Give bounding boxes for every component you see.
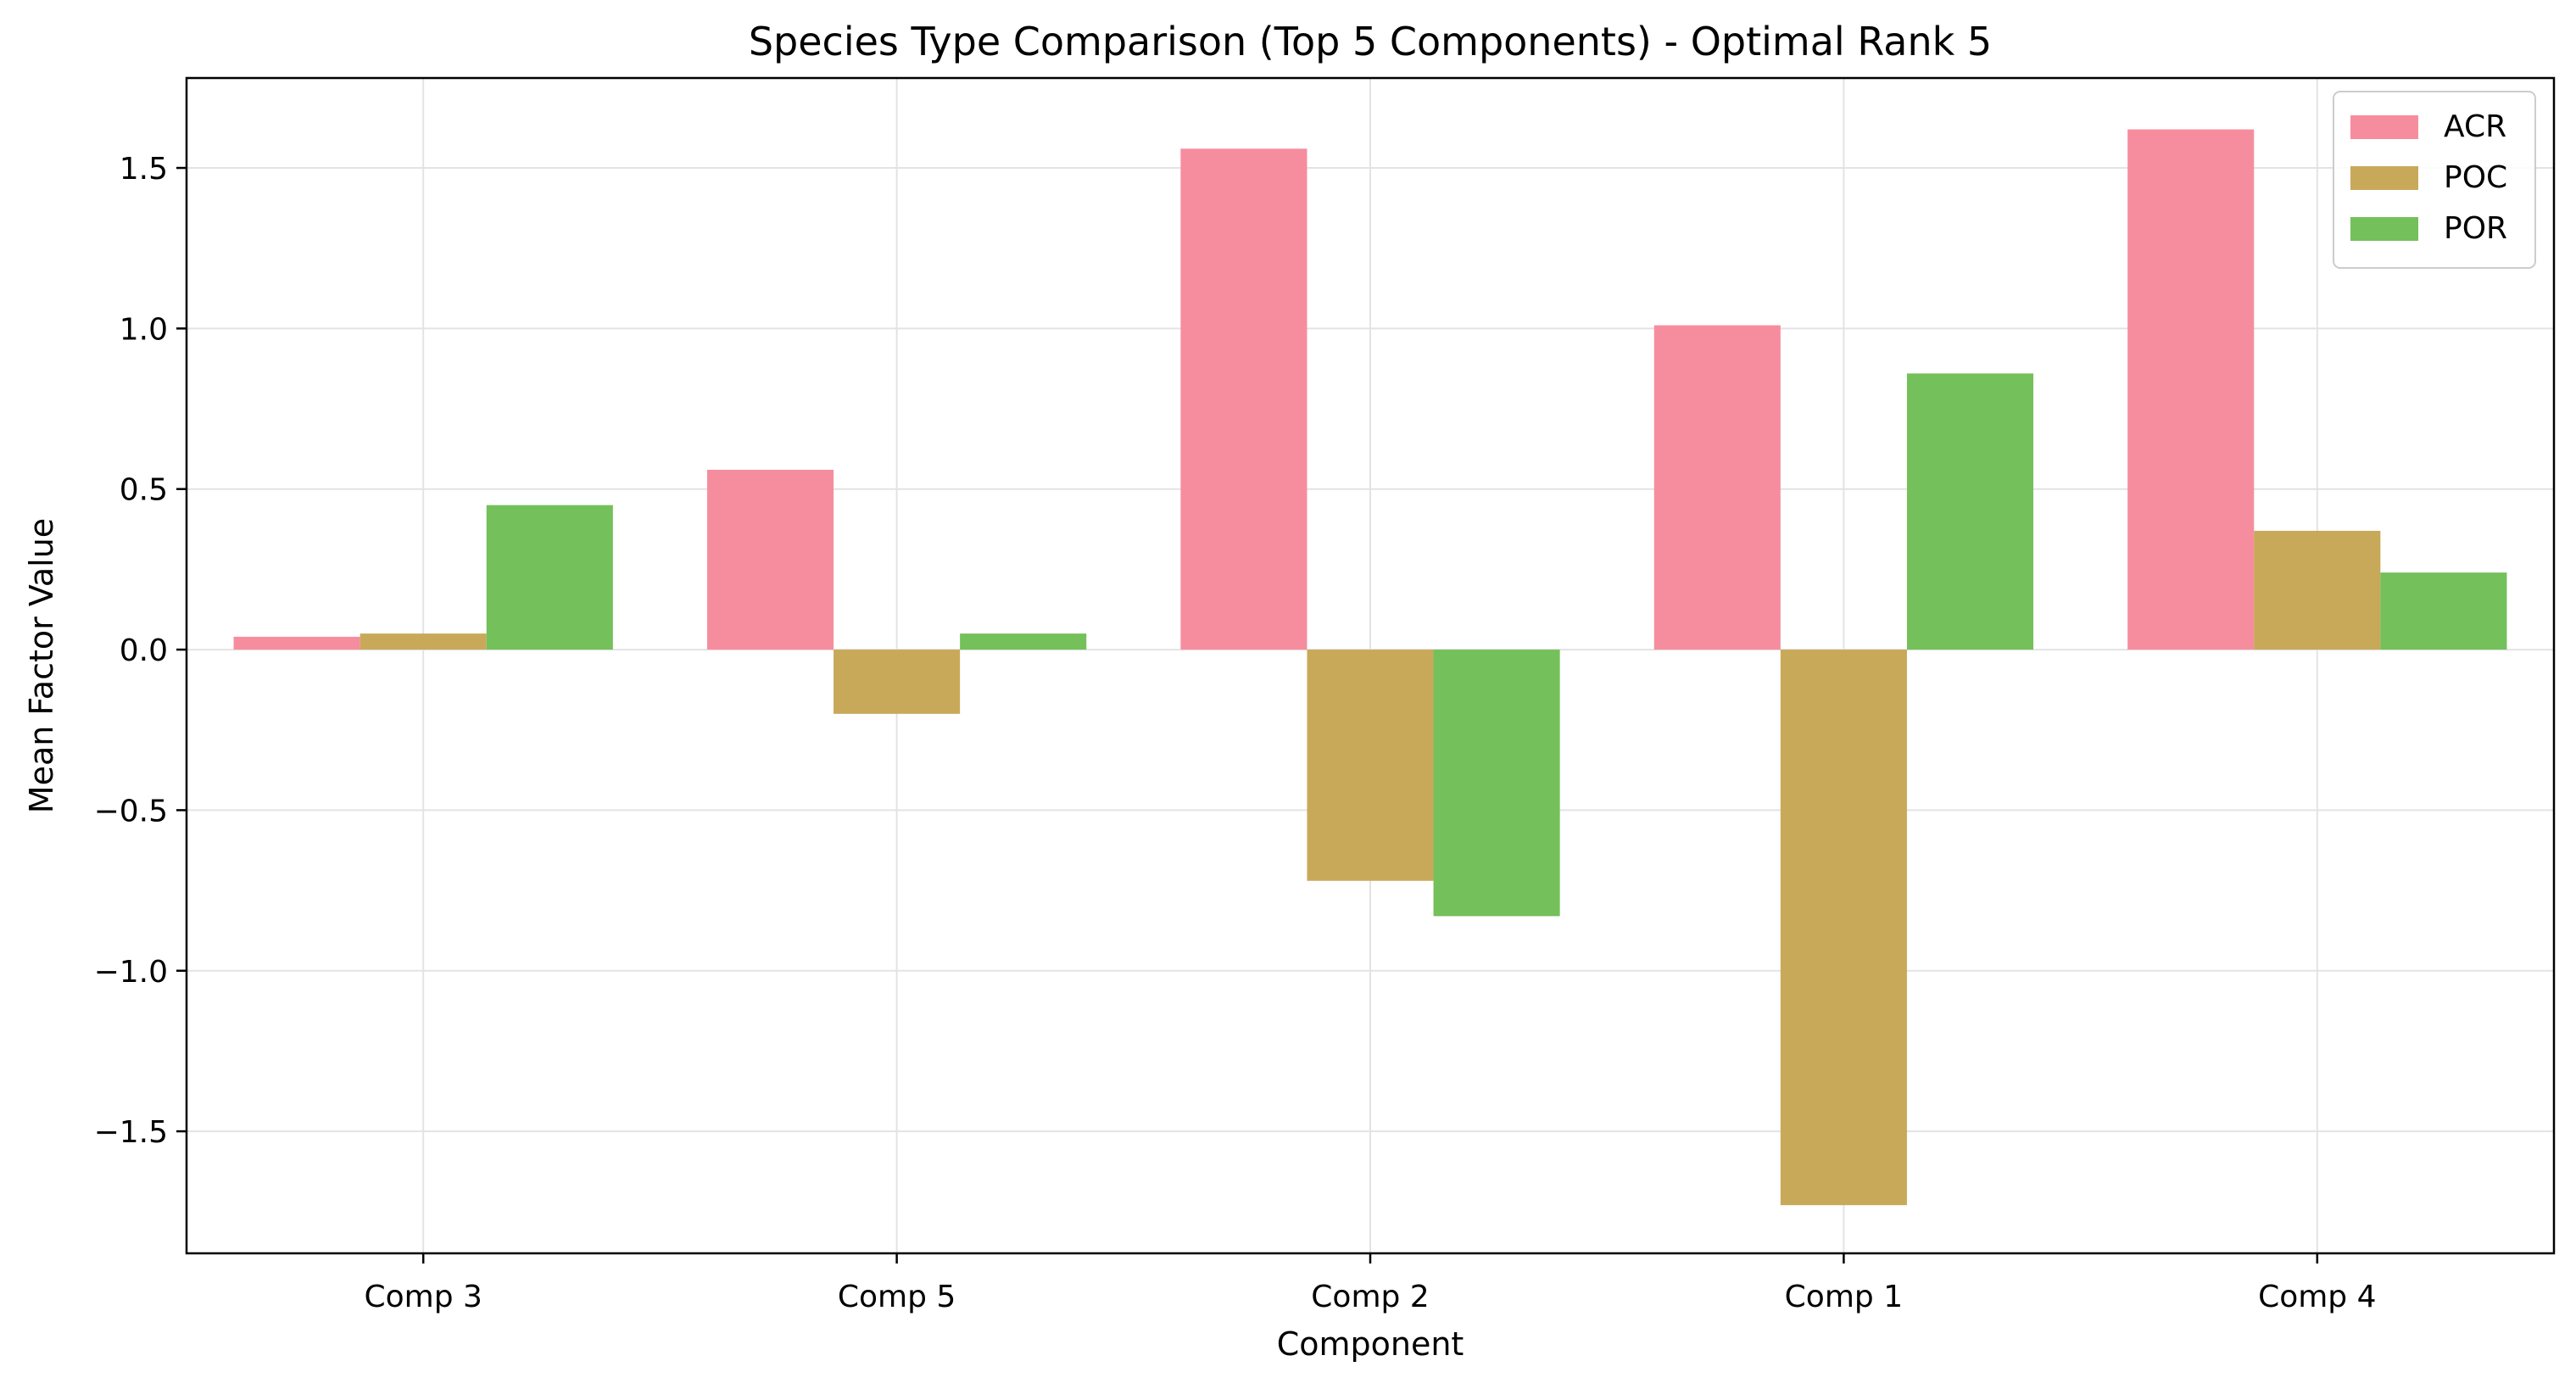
- y-tick-label: −1.5: [94, 1115, 168, 1150]
- bar-por-comp-4: [2380, 572, 2507, 650]
- bar-acr-comp-2: [1180, 148, 1308, 650]
- legend-label-por: POR: [2444, 211, 2507, 246]
- legend-swatch-acr: [2350, 115, 2418, 139]
- bar-acr-comp-4: [2127, 129, 2255, 650]
- bars: [233, 129, 2507, 1206]
- bar-poc-comp-3: [360, 633, 487, 650]
- x-tick-label: Comp 5: [838, 1280, 956, 1314]
- x-tick-label: Comp 2: [1311, 1280, 1429, 1314]
- y-tick-label: 1.5: [120, 152, 168, 187]
- bar-por-comp-2: [1433, 650, 1560, 917]
- chart-title: Species Type Comparison (Top 5 Component…: [749, 19, 1992, 64]
- bar-poc-comp-5: [834, 650, 961, 714]
- bar-acr-comp-1: [1653, 325, 1781, 650]
- bar-acr-comp-5: [706, 470, 834, 650]
- y-axis-title: Mean Factor Value: [23, 518, 60, 813]
- bar-acr-comp-3: [233, 636, 360, 650]
- bar-por-comp-5: [960, 633, 1087, 650]
- bar-por-comp-1: [1906, 373, 2034, 650]
- bar-por-comp-3: [486, 505, 613, 650]
- bar-poc-comp-1: [1780, 650, 1907, 1206]
- legend-swatch-poc: [2350, 166, 2418, 190]
- y-tick-label: 1.0: [120, 312, 168, 347]
- legend-label-acr: ACR: [2444, 109, 2506, 144]
- legend-label-poc: POC: [2444, 160, 2507, 195]
- legend: ACR POC POR: [2333, 91, 2536, 269]
- legend-swatch-por: [2350, 217, 2418, 241]
- x-tick-label: Comp 1: [1785, 1280, 1903, 1314]
- x-axis-title: Component: [1277, 1325, 1464, 1363]
- y-tick-label: −1.0: [94, 955, 168, 990]
- y-tick-label: 0.0: [120, 633, 168, 668]
- bar-poc-comp-4: [2254, 530, 2381, 650]
- bar-poc-comp-2: [1307, 650, 1434, 881]
- x-tick-label: Comp 4: [2258, 1280, 2376, 1314]
- y-tick-label: 0.5: [120, 473, 168, 508]
- x-tick-label: Comp 3: [364, 1280, 482, 1314]
- y-tick-label: −0.5: [94, 794, 168, 828]
- axis-ticks: 1.5 1.0 0.5 0.0 −0.5 −1.0 −1.5 Comp 3 Comp 5 Comp…: [94, 152, 2377, 1314]
